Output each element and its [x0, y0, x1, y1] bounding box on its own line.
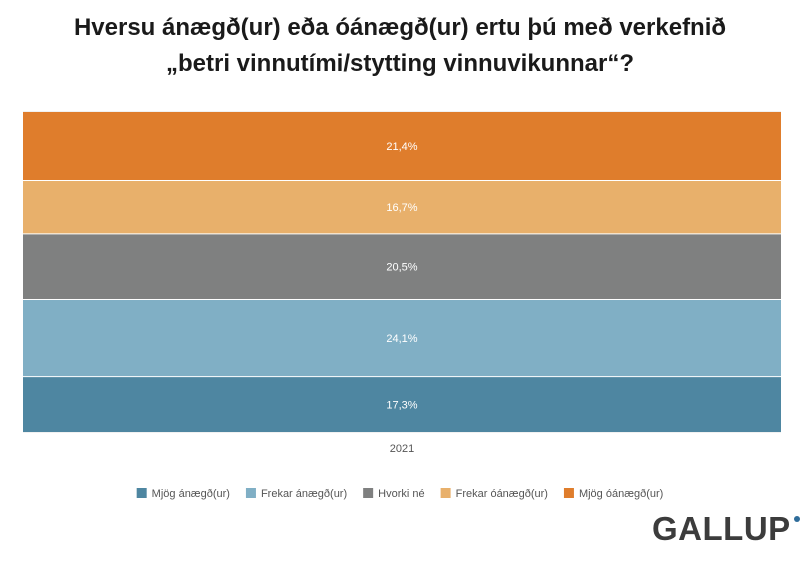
legend-label: Mjög óánægð(ur)	[579, 488, 663, 500]
chart-title-line-2: „betri vinnutími/stytting vinnuvikunnar“…	[165, 50, 635, 77]
bar-segment-mjog-oan-g-ur	[23, 112, 781, 181]
legend-swatch	[563, 488, 574, 498]
bar-segment-hvorki-ne	[23, 233, 781, 300]
data-label-mjog-an-g-ur: 17,3%	[386, 399, 417, 411]
bar-segment-frekar-an-g-ur	[23, 299, 781, 377]
x-tick-label: 2021	[390, 443, 414, 455]
legend-swatch	[440, 488, 451, 498]
bar-segment-mjog-an-g-ur	[23, 376, 781, 432]
bar-segment-frekar-oan-g-ur	[23, 180, 781, 234]
legend-label: Mjög ánægð(ur)	[152, 488, 230, 500]
legend-swatch	[245, 488, 256, 498]
legend-label: Frekar ánægð(ur)	[261, 488, 347, 500]
chart-title-line-1: Hversu ánægð(ur) eða óánægð(ur) ertu þú …	[73, 14, 727, 41]
gallup-logo-dot	[793, 516, 800, 522]
legend-item-frekar-oan-g-ur: Frekar óánægð(ur)	[440, 488, 548, 500]
legend-label: Hvorki né	[378, 488, 424, 500]
data-label-mjog-oan-g-ur: 21,4%	[386, 141, 417, 153]
chart-title: Hversu ánægð(ur) eða óánægð(ur) ertu þú …	[0, 10, 800, 82]
gallup-logo-text: GALLUP	[652, 510, 791, 547]
legend-item-frekar-an-g-ur: Frekar ánægð(ur)	[245, 488, 347, 500]
legend-item-hvorki-ne: Hvorki né	[363, 488, 425, 500]
legend-item-mjog-an-g-ur: Mjög ánægð(ur)	[136, 488, 230, 500]
data-label-hvorki-ne: 20,5%	[386, 262, 417, 274]
legend-item-mjog-oan-g-ur: Mjög óánægð(ur)	[563, 488, 663, 500]
legend-swatch	[136, 488, 147, 498]
data-label-frekar-oan-g-ur: 16,7%	[386, 202, 417, 214]
legend-label: Frekar óánægð(ur)	[456, 488, 548, 500]
legend-swatch	[363, 488, 374, 498]
data-label-frekar-an-g-ur: 24,1%	[386, 333, 417, 345]
gallup-logo: GALLUP	[652, 509, 800, 549]
